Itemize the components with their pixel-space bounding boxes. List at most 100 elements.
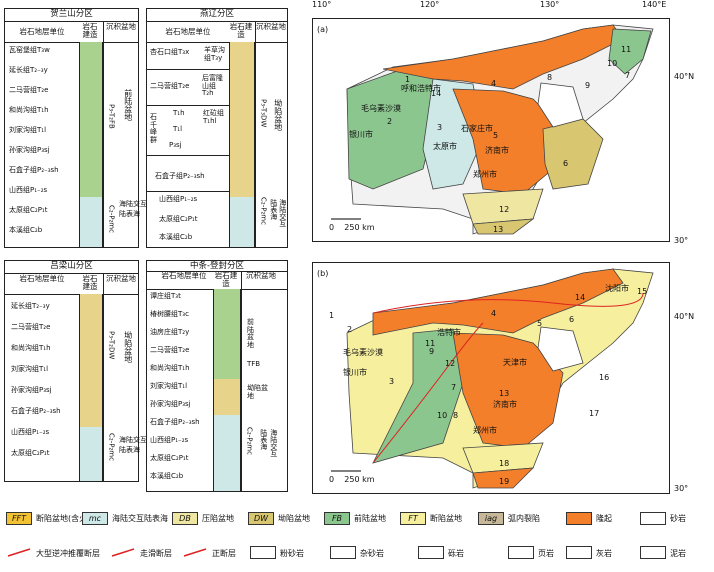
region-number: 2	[347, 325, 353, 334]
basin-2b: 陆表海	[119, 446, 140, 454]
scale-bar: 0 250 km	[329, 223, 375, 232]
basin-name: 坳陷盆地	[123, 331, 133, 363]
city: 济南市	[485, 146, 509, 155]
lith-column-lower	[80, 427, 102, 481]
unit-row: 和尚沟组T₁h	[9, 106, 49, 114]
region-number: 15	[637, 287, 648, 296]
basin-2: 海陆交互	[119, 436, 147, 444]
basin-2: 海陆交互	[119, 200, 147, 208]
unit: 山西组P₁₋₂s	[159, 195, 198, 203]
legend-label: 砾岩	[448, 549, 464, 558]
col-header-rock: 岩石建造	[229, 22, 253, 39]
unit: T₁h	[173, 109, 185, 117]
col-header-unit: 岩石地层单位	[161, 271, 207, 280]
panel-title: 中条-登封分区	[189, 261, 245, 271]
unit: 红砬组T₁hl	[203, 109, 224, 125]
legend-label: 坳陷盆地	[278, 514, 310, 523]
region-number: 1	[329, 311, 335, 320]
legend-label: 页岩	[538, 549, 554, 558]
col-header-basin: 沉积盆地	[106, 22, 136, 31]
city: 郑州市	[473, 170, 497, 179]
region-number: 2	[387, 117, 393, 126]
map-b: (b) 毛乌素沙漠 银川市 浩特市 天津市 济南市 郑州市 沈阳市 1 2 3 …	[312, 262, 670, 494]
city: 浩特市	[437, 328, 461, 337]
col-header-unit: 岩石地层单位	[165, 27, 211, 36]
region-number: 7	[625, 71, 631, 80]
unit: 二马营组T₂e	[150, 82, 190, 90]
region-number: 5	[537, 319, 543, 328]
legend-label: 海陆交互陆表海	[112, 514, 168, 523]
unit: 羊草沟组T₃y	[204, 46, 225, 62]
legend-label: 走滑断层	[140, 549, 172, 558]
region-number: 19	[499, 477, 510, 486]
legend-swatch: DB	[172, 512, 198, 525]
unit-row: 油房庄组T₂y	[150, 328, 190, 336]
unit-row: 太原组C₂P₁t	[9, 206, 48, 214]
legend-label: 前陆盆地	[354, 514, 386, 523]
legend-label: 隆起	[596, 514, 612, 523]
city: 天津市	[503, 358, 527, 367]
region-number: 3	[389, 377, 395, 386]
basin-2b: 陆表海	[119, 210, 140, 218]
unit-row: 椿树腰组T₃c	[150, 310, 189, 318]
legend-label: 灰岩	[596, 549, 612, 558]
region-number: 11	[621, 45, 632, 54]
unit-row: 山西组P₁₋₂s	[9, 186, 48, 194]
legend-swatch	[640, 512, 666, 525]
basin-2b: 海陆交互	[269, 429, 278, 457]
unit: T₁l	[173, 125, 183, 133]
basin-code-2: C₂-P₂mc	[245, 427, 254, 455]
lat-tick: 30°	[674, 484, 689, 493]
unit-row: 本溪组C₂b	[9, 226, 43, 234]
unit-row: 山西组P₁₋₂s	[150, 436, 189, 444]
lat-tick: 30°	[674, 236, 689, 245]
unit: 杏石口组T₃x	[150, 48, 190, 56]
unit-row: 石盒子组P₂₋₃sh	[11, 407, 61, 415]
region-number: 4	[491, 309, 497, 318]
unit-row: 和尚沟组T₁h	[150, 364, 190, 372]
legend-swatch: FB	[324, 512, 350, 525]
region-number: 13	[493, 225, 504, 234]
unit-row: 刘家沟组T₁l	[9, 126, 47, 134]
region-number: 7	[451, 383, 457, 392]
lon-tick: 120°	[420, 0, 440, 9]
basin-code: TFB	[247, 360, 261, 368]
legend-label: 砂岩	[670, 514, 686, 523]
region-number: 6	[563, 159, 569, 168]
legend-swatch: FT	[400, 512, 426, 525]
region-number: 8	[453, 411, 459, 420]
panel-lvliang: 吕梁山分区 岩石地层单位 岩石建造 沉积盆地 延长组T₂₋₃y 二马营组T₂e 和尚…	[4, 260, 147, 482]
legend-label: 大型逆冲推覆断层	[36, 549, 100, 558]
basin-code-2: C₂-P₂mc	[107, 433, 116, 461]
legend-label: 断陷盆地(含火山)	[36, 514, 99, 523]
region-number: 14	[575, 293, 586, 302]
map-tag: (b)	[317, 269, 329, 278]
unit-row: 和尚沟组T₁h	[11, 344, 51, 352]
unit-row: 延长组T₂₋₃y	[9, 66, 48, 74]
unit: 太原组C₂P₁t	[159, 215, 198, 223]
unit: P₃sj	[169, 141, 182, 149]
region-number: 11	[425, 339, 436, 348]
city: 毛乌素沙漠	[361, 104, 401, 113]
region-number: 9	[429, 347, 435, 356]
unit: 石盒子组P₂₋₃sh	[155, 172, 205, 180]
basin-2: 陆表海	[259, 429, 268, 450]
unit-row: 孙家沟组P₃sj	[150, 400, 191, 408]
basin-code-2: C₂-P₂mc	[107, 205, 116, 233]
basin-name: 前陆盆地	[123, 89, 133, 121]
city: 郑州市	[473, 426, 497, 435]
basin-code-2: C₂-P₂mc	[259, 197, 268, 225]
panel-title: 贺兰山分区	[50, 9, 93, 19]
lith-column-lower	[230, 197, 254, 247]
basin-name: 坳陷盆地	[273, 99, 283, 131]
city: 银川市	[343, 368, 367, 377]
region-number: 8	[547, 73, 553, 82]
region-number: 5	[493, 131, 499, 140]
unit-row: 石盒子组P₂₋₃sh	[9, 166, 59, 174]
legend-swatch: mc	[82, 512, 108, 525]
map-a: (a) 毛乌素沙漠 银川市 呼和浩特市 石家庄市 太原市 济南市 郑州市 1 2…	[312, 18, 670, 242]
legend-label: 断陷盆地	[430, 514, 462, 523]
basin-2b: 海陆交互	[278, 199, 287, 227]
city: 银川市	[349, 130, 373, 139]
city: 石家庄市	[461, 124, 493, 133]
